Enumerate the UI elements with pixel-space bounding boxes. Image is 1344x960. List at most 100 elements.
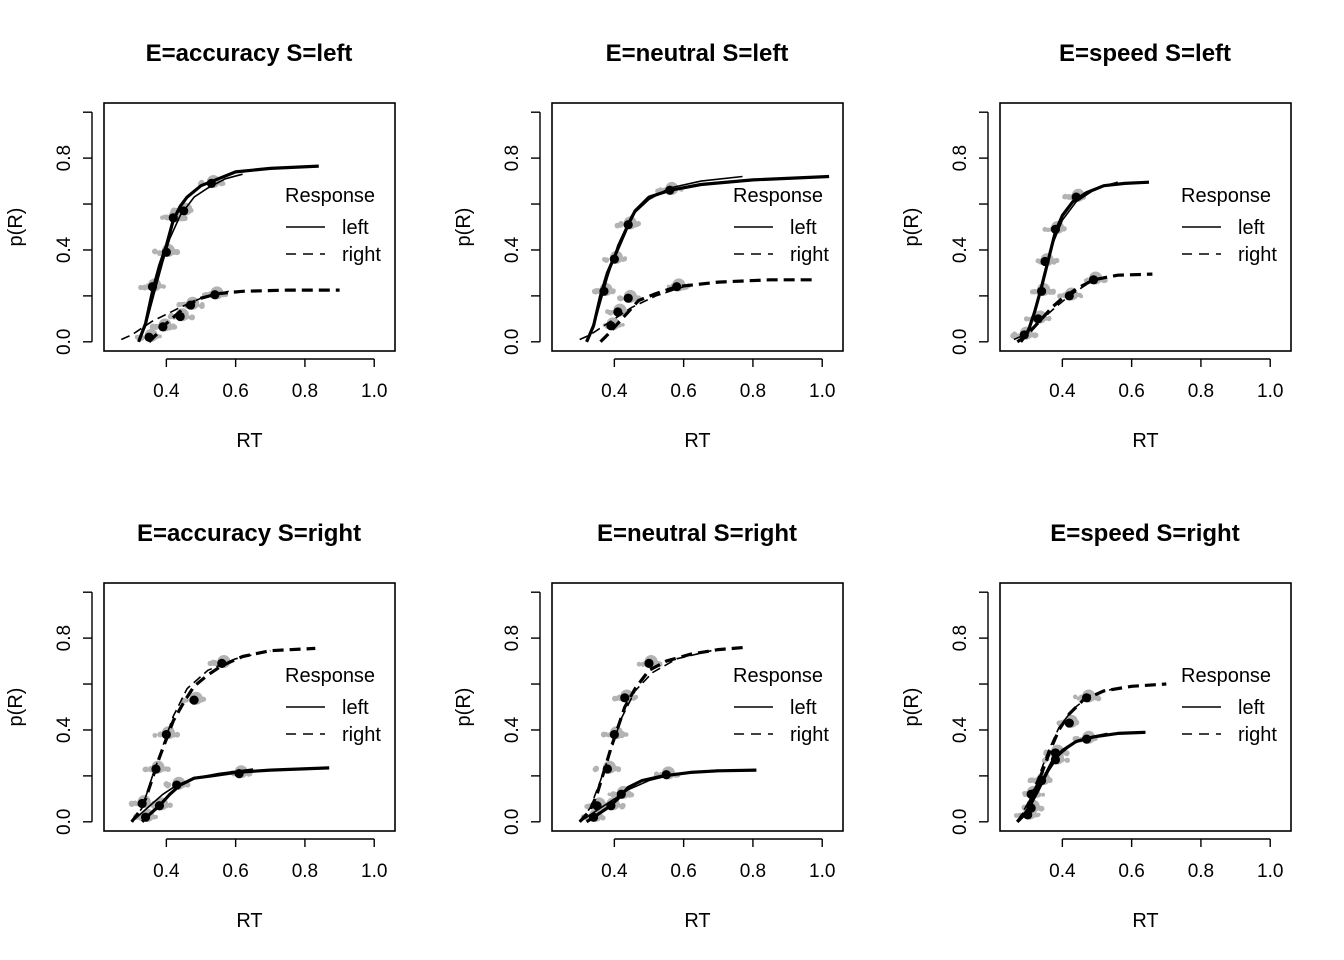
y-axis-title: p(R) — [453, 208, 475, 247]
x-tick-label: 0.8 — [1188, 381, 1214, 402]
panel-6: E=speed S=right 0.4 0.6 0.8 1.0 RT 0.0 0.4 0.8 p(… — [901, 520, 1292, 932]
series-left-quantile — [172, 780, 182, 790]
legend-label-right: right — [790, 244, 829, 266]
observed-point — [1032, 778, 1037, 784]
observed-point — [167, 802, 173, 808]
series-right-fit-line — [579, 285, 684, 341]
x-tick-label: 0.6 — [222, 381, 248, 402]
observed-point — [605, 732, 611, 738]
observed-point — [160, 215, 165, 220]
observed-point — [617, 295, 623, 301]
observed-point — [605, 309, 610, 315]
series-right-quantile — [644, 658, 654, 668]
series-left-quantile — [1050, 755, 1061, 765]
observed-point — [600, 731, 607, 738]
observed-point — [593, 288, 600, 294]
series-right-quantile — [606, 321, 616, 331]
legend-title: Response — [733, 665, 823, 687]
series-right-quantile — [217, 658, 227, 668]
panel-title: E=accuracy S=right — [137, 520, 361, 547]
series-right-quantile — [186, 300, 196, 310]
series-right-quantile — [189, 695, 199, 705]
observed-point — [174, 731, 181, 738]
y-tick-label: 0.4 — [950, 236, 971, 263]
legend-label-left: left — [342, 697, 369, 719]
panel-title: E=neutral S=right — [597, 520, 797, 547]
series-left-quantile — [140, 812, 151, 822]
x-tick-label: 0.4 — [601, 381, 628, 402]
y-tick-label: 0.4 — [502, 236, 523, 263]
series-left-quantile — [206, 178, 216, 188]
legend-label-left: left — [1238, 217, 1265, 239]
observed-point — [1033, 332, 1038, 337]
observed-point — [188, 315, 193, 320]
x-tick-label: 0.4 — [1049, 861, 1076, 882]
plot-area — [579, 174, 830, 343]
series-left-quantile — [179, 206, 189, 216]
y-axis-title: p(R) — [5, 208, 27, 247]
series-right-quantile — [1064, 718, 1074, 728]
series-right-fit-line — [120, 290, 229, 341]
x-axis-title: RT — [236, 910, 262, 932]
observed-point — [1072, 694, 1078, 700]
series-right-quantile — [210, 290, 220, 300]
series-left-quantile — [168, 213, 178, 223]
y-tick-label: 0.4 — [54, 716, 75, 743]
y-tick-label: 0.8 — [502, 145, 523, 171]
y-axis-title: p(R) — [5, 688, 27, 727]
series-left-quantile — [161, 247, 171, 257]
series-left-quantile — [1040, 256, 1050, 267]
panel-title: E=speed S=left — [1059, 40, 1231, 67]
legend: Response left right — [733, 185, 829, 266]
legend-title: Response — [1181, 185, 1271, 207]
legend-title: Response — [1181, 665, 1271, 687]
observed-point — [163, 781, 170, 788]
x-tick-label: 1.0 — [361, 381, 387, 402]
series-left-line — [140, 766, 330, 823]
series-left-line — [1019, 180, 1150, 343]
x-tick-label: 0.4 — [153, 381, 180, 402]
y-tick-label: 0.4 — [950, 716, 971, 743]
series-left-quantile — [609, 254, 619, 264]
observed-point — [1041, 792, 1046, 797]
y-tick-label: 0.0 — [950, 809, 971, 835]
x-tick-label: 0.6 — [222, 861, 248, 882]
y-tick-label: 0.4 — [54, 236, 75, 263]
observed-point — [1063, 750, 1070, 757]
series-right-quantile — [602, 764, 613, 774]
series-right-quantile — [1023, 810, 1033, 820]
series-left-quantile — [599, 286, 609, 296]
y-tick-label: 0.8 — [54, 625, 75, 651]
observed-point — [165, 766, 171, 773]
y-tick-label: 0.0 — [54, 809, 75, 835]
series-left-quantile — [588, 812, 599, 822]
x-tick-label: 0.8 — [740, 861, 766, 882]
observed-point — [1028, 778, 1034, 784]
observed-point — [184, 698, 189, 703]
series-right-quantile — [1026, 789, 1036, 799]
observed-point — [151, 248, 158, 255]
x-tick-label: 1.0 — [1257, 381, 1283, 402]
x-axis-title: RT — [1132, 430, 1158, 452]
plot-area — [128, 646, 330, 823]
series-left-quantile — [147, 282, 158, 292]
legend-label-left: left — [790, 217, 817, 239]
plot-area — [120, 164, 340, 343]
legend-label-left: left — [790, 697, 817, 719]
x-axis-title: RT — [684, 910, 710, 932]
legend-label-right: right — [1238, 724, 1277, 746]
observed-point — [633, 694, 639, 700]
observed-point — [221, 181, 226, 186]
panel-1: E=accuracy S=left 0.4 0.6 0.8 1.0 RT 0.0 0.4 0.8… — [5, 40, 396, 452]
x-tick-label: 0.4 — [1049, 381, 1076, 402]
series-left-quantile — [616, 789, 626, 799]
series-left-line — [585, 768, 757, 824]
legend: Response left right — [285, 185, 381, 266]
series-left-quantile — [665, 185, 675, 195]
observed-point — [621, 322, 625, 327]
plot-frame — [103, 582, 396, 832]
observed-point — [181, 215, 188, 222]
series-left-quantile — [1082, 734, 1092, 744]
y-tick-label: 0.0 — [502, 809, 523, 835]
